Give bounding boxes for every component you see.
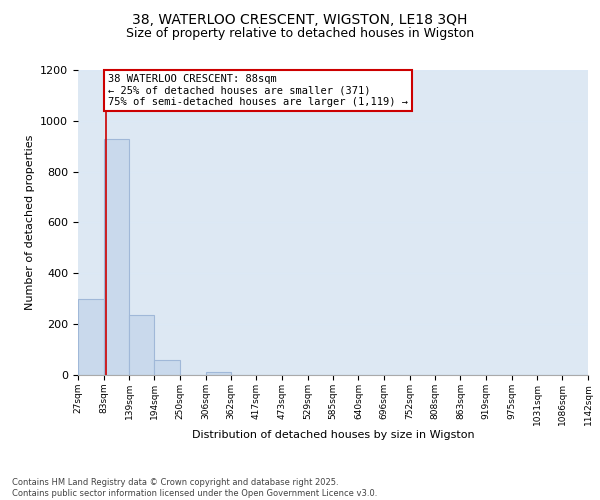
Bar — [154, 360, 180, 375]
Text: Size of property relative to detached houses in Wigston: Size of property relative to detached ho… — [126, 28, 474, 40]
Bar — [104, 138, 129, 375]
Y-axis label: Number of detached properties: Number of detached properties — [25, 135, 35, 310]
Bar — [78, 298, 104, 375]
X-axis label: Distribution of detached houses by size in Wigston: Distribution of detached houses by size … — [191, 430, 475, 440]
Bar — [206, 372, 231, 375]
Bar — [129, 316, 154, 375]
Text: Contains HM Land Registry data © Crown copyright and database right 2025.
Contai: Contains HM Land Registry data © Crown c… — [12, 478, 377, 498]
Text: 38 WATERLOO CRESCENT: 88sqm
← 25% of detached houses are smaller (371)
75% of se: 38 WATERLOO CRESCENT: 88sqm ← 25% of det… — [108, 74, 408, 107]
Text: 38, WATERLOO CRESCENT, WIGSTON, LE18 3QH: 38, WATERLOO CRESCENT, WIGSTON, LE18 3QH — [133, 12, 467, 26]
